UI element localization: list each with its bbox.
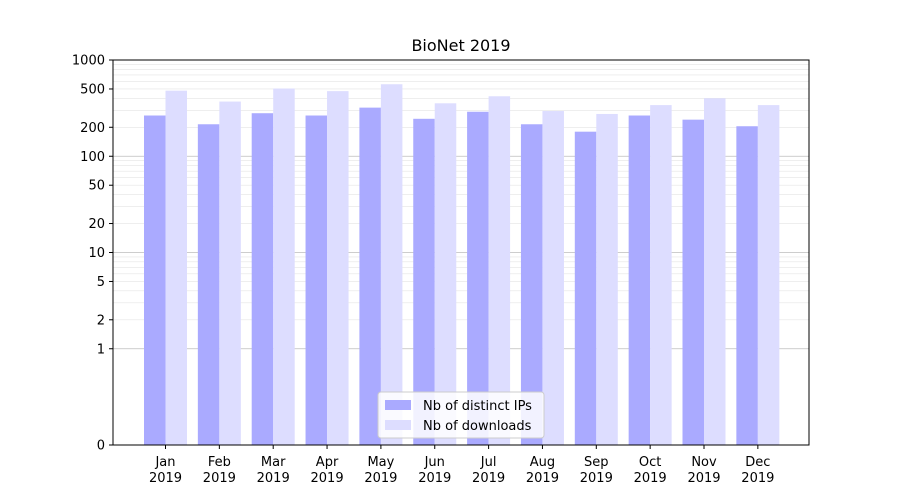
- bars: [144, 84, 780, 446]
- x-tick-label-year: 2019: [687, 471, 720, 486]
- x-tick-label-year: 2019: [526, 471, 559, 486]
- x-tick-label-month: Mar: [261, 455, 286, 470]
- bar: [165, 90, 187, 445]
- bar: [736, 126, 758, 446]
- x-tick-label-month: Nov: [691, 455, 717, 470]
- bar: [251, 113, 274, 446]
- x-tick-label-month: Jul: [480, 455, 497, 470]
- x-tick-label-year: 2019: [311, 471, 344, 486]
- bar: [628, 115, 651, 446]
- x-tick-label-month: Dec: [745, 455, 770, 470]
- x-tick-label-year: 2019: [741, 471, 774, 486]
- y-tick-label: 50: [88, 179, 105, 194]
- bar: [327, 91, 349, 446]
- x-tick-label-year: 2019: [418, 471, 451, 486]
- bar: [520, 124, 543, 445]
- x-tick-label-month: Sep: [584, 455, 609, 470]
- x-tick-label-month: Oct: [639, 455, 661, 470]
- x-tick-label-year: 2019: [472, 471, 505, 486]
- bar: [574, 131, 597, 445]
- x-tick-label-year: 2019: [364, 471, 397, 486]
- x-axis: Jan2019Feb2019Mar2019Apr2019May2019Jun20…: [149, 445, 774, 486]
- x-tick-label-month: Apr: [316, 455, 339, 470]
- legend-swatch: [385, 400, 411, 410]
- bar: [305, 115, 328, 446]
- bar: [144, 115, 166, 446]
- legend-entry: Nb of downloads: [423, 419, 532, 434]
- x-tick-label-month: Aug: [530, 455, 555, 470]
- x-tick-label-month: Jan: [154, 455, 175, 470]
- bar: [488, 96, 511, 445]
- legend-box: [377, 391, 545, 439]
- y-tick-label: 5: [97, 275, 105, 290]
- x-tick-label-month: Feb: [208, 455, 231, 470]
- x-tick-label-year: 2019: [580, 471, 613, 486]
- y-tick-label: 2: [97, 313, 105, 328]
- bar: [542, 111, 564, 445]
- bar: [467, 111, 489, 445]
- bar: [650, 105, 672, 445]
- bar: [434, 103, 457, 445]
- y-tick-label: 0: [97, 439, 105, 454]
- bar: [273, 88, 295, 446]
- y-tick-label: 200: [80, 121, 105, 136]
- x-tick-label-year: 2019: [634, 471, 667, 486]
- bar: [757, 105, 780, 445]
- y-tick-label: 500: [80, 82, 105, 97]
- bar: [359, 107, 381, 445]
- bar: [704, 98, 726, 445]
- y-tick-label: 10: [88, 246, 105, 261]
- bar: [197, 124, 220, 445]
- y-tick-label: 20: [88, 217, 105, 232]
- bar: [219, 101, 241, 446]
- legend-entry: Nb of distinct IPs: [423, 399, 532, 414]
- chart-title: BioNet 2019: [411, 36, 510, 55]
- x-tick-label-year: 2019: [257, 471, 290, 486]
- y-axis: 0 1 2 5 10 20 50 100 200 500 1000: [72, 54, 113, 454]
- legend: Nb of distinct IPs Nb of downloads: [377, 391, 545, 439]
- legend-swatch: [385, 420, 411, 430]
- x-tick-label-year: 2019: [203, 471, 236, 486]
- x-tick-label-month: Jun: [424, 455, 445, 470]
- y-tick-label: 100: [80, 150, 105, 165]
- bar: [380, 84, 403, 445]
- x-tick-label-month: May: [367, 455, 394, 470]
- bar: [682, 119, 704, 446]
- bar: [413, 118, 435, 446]
- bar: [596, 113, 618, 445]
- y-tick-label: 1000: [72, 54, 105, 69]
- y-tick-label: 1: [97, 342, 105, 357]
- x-tick-label-year: 2019: [149, 471, 182, 486]
